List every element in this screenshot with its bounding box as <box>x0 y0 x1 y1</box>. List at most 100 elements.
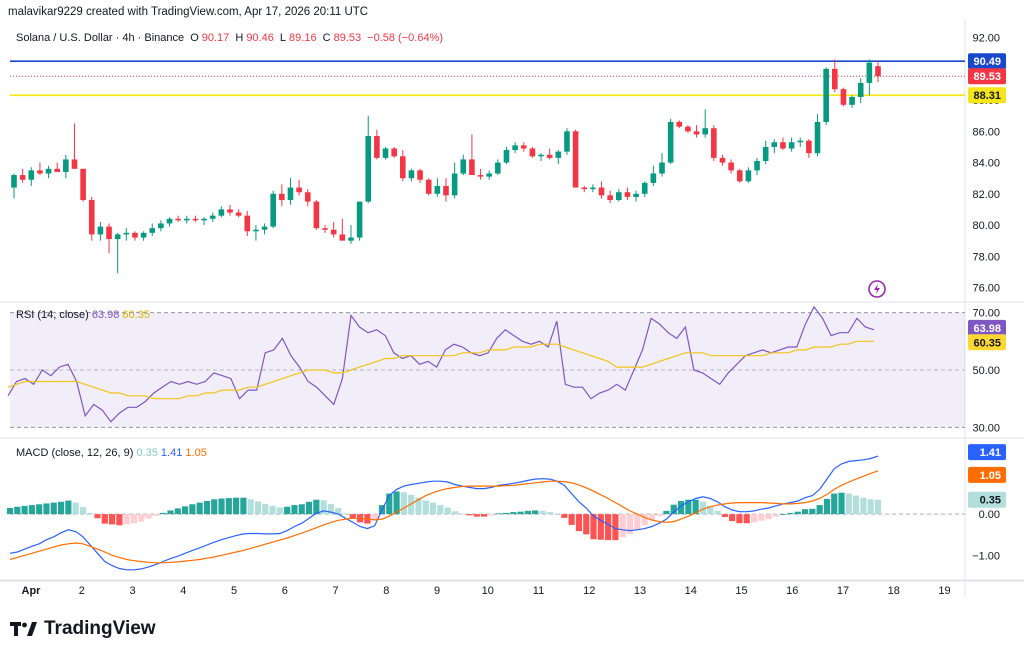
macd-histogram-bar <box>495 513 502 515</box>
candle <box>451 162 458 199</box>
candle <box>564 128 570 155</box>
candle <box>261 223 268 235</box>
macd-histogram-bar <box>174 508 181 515</box>
candle-body <box>201 218 207 221</box>
macd-badge <box>968 444 1006 461</box>
macd-badge <box>968 491 1006 508</box>
candle <box>667 118 674 165</box>
candle-body <box>572 131 579 188</box>
candle-body <box>866 62 873 83</box>
macd-histogram-bar <box>116 514 123 526</box>
candle-body <box>719 157 726 163</box>
candle-body <box>132 232 138 238</box>
candle <box>650 165 657 186</box>
candle-body <box>598 187 605 196</box>
candle <box>175 215 181 222</box>
candle <box>788 137 795 152</box>
candle-body <box>451 173 458 196</box>
macd-histogram-bar <box>714 510 721 515</box>
symbol-title[interactable]: Solana / U.S. Dollar · 4h · Binance <box>16 32 185 44</box>
candle <box>330 221 337 238</box>
macd-legend: MACD (close, 12, 26, 9) 0.35 1.41 1.05 <box>16 447 207 459</box>
candle <box>158 220 164 232</box>
candle-body <box>192 218 199 221</box>
candle-body <box>849 96 855 105</box>
candle-body <box>641 182 648 194</box>
candle-body <box>832 68 838 90</box>
date-label: 5 <box>231 585 237 597</box>
candle <box>227 204 233 216</box>
blue-line-badge <box>968 53 1006 70</box>
macd-label[interactable]: MACD (close, 12, 26, 9) <box>16 447 134 459</box>
candle-body <box>408 170 415 179</box>
candle <box>495 159 501 176</box>
candle <box>97 221 104 241</box>
candle-body <box>555 151 562 158</box>
change-value: −0.58 (−0.64%) <box>367 32 444 44</box>
low-value: 89.16 <box>289 32 317 44</box>
tradingview-brand[interactable]: TradingView <box>10 618 156 640</box>
candle-body <box>823 68 829 122</box>
candle <box>797 137 804 147</box>
candle <box>28 167 35 186</box>
candle-body <box>797 140 804 143</box>
date-label: 19 <box>938 585 950 597</box>
rsi-ma-value: 60.35 <box>122 309 150 321</box>
candle-body <box>512 145 518 151</box>
candle-body <box>814 121 821 154</box>
candle-body <box>28 170 35 180</box>
candle <box>477 168 484 180</box>
date-label: 15 <box>735 585 747 597</box>
candle-body <box>616 192 622 201</box>
macd-histogram-bar <box>284 506 291 515</box>
candle <box>287 178 294 205</box>
candle-body <box>667 121 674 163</box>
candle <box>356 201 363 241</box>
macd-histogram-bar <box>605 514 612 541</box>
macd-histogram-bar <box>123 514 130 525</box>
macd-histogram-bar <box>685 499 692 515</box>
macd-histogram-bar <box>736 514 743 524</box>
candle <box>719 154 726 166</box>
macd-histogram-bar <box>240 497 247 515</box>
rsi-label[interactable]: RSI (14, close) <box>16 309 89 321</box>
candle-body <box>304 192 311 202</box>
yellow-line-badge-label: 88.31 <box>973 90 1001 102</box>
macd-histogram-bar <box>444 507 451 515</box>
macd-histogram-bar <box>663 510 670 515</box>
macd-histogram-bar <box>553 514 561 515</box>
candle <box>339 218 346 241</box>
macd-histogram-bar <box>276 507 283 515</box>
macd-histogram-bar <box>94 514 101 519</box>
date-label: 10 <box>482 585 494 597</box>
macd-histogram-bar <box>502 512 510 515</box>
candle <box>132 231 138 241</box>
candle-body <box>434 185 441 194</box>
candle <box>322 225 328 233</box>
candle <box>45 165 52 179</box>
candle <box>417 168 423 183</box>
macd-histogram-bar <box>838 492 845 515</box>
candle <box>598 181 605 199</box>
candle <box>54 162 60 172</box>
candle-body <box>158 223 164 229</box>
candle-body <box>417 170 423 180</box>
rsi-badge <box>968 319 1006 336</box>
candle <box>849 95 855 108</box>
macd-histogram-bar <box>50 502 57 515</box>
macd-histogram-bar <box>167 510 174 515</box>
candle <box>607 190 613 204</box>
candle-body <box>840 89 847 105</box>
candle-body <box>80 168 86 201</box>
macd-histogram-bar <box>349 514 356 519</box>
macd-histogram-bar <box>707 505 714 515</box>
macd-histogram-bar <box>568 514 575 525</box>
candle-body <box>745 170 752 182</box>
macd-histogram-bar <box>400 492 407 515</box>
candle-body <box>149 228 156 233</box>
candle-body <box>244 215 251 232</box>
candle <box>201 217 207 226</box>
candle <box>106 223 112 254</box>
